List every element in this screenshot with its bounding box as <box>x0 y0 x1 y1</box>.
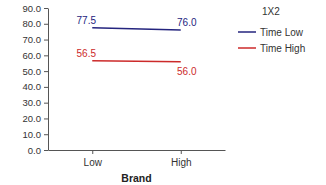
y-tick-label: 10.0 <box>23 129 42 140</box>
legend: 1X2 Time Low Time High <box>238 6 305 54</box>
y-tick-mark <box>44 87 48 88</box>
y-tick-mark <box>44 24 48 25</box>
y-tick-mark <box>44 134 48 135</box>
y-tick: 50.0 <box>23 66 49 77</box>
y-tick-label: 20.0 <box>23 113 42 124</box>
y-tick-mark <box>44 71 48 72</box>
legend-entry: Time Low <box>260 27 304 38</box>
y-tick-label: 30.0 <box>23 97 42 108</box>
x-axis-title: Brand <box>121 172 151 184</box>
y-tick-label: 80.0 <box>23 18 42 29</box>
y-tick-mark <box>44 150 48 151</box>
y-tick: 40.0 <box>23 81 49 92</box>
legend-title: 1X2 <box>262 6 280 17</box>
legend-entry: Time High <box>260 43 305 54</box>
y-tick-label: 90.0 <box>23 3 42 14</box>
y-tick: 80.0 <box>23 18 49 29</box>
series-line <box>92 60 181 62</box>
data-labels: 77.5 76.0 56.5 56.0 <box>77 15 197 77</box>
x-tick-mark <box>92 150 93 154</box>
y-tick-mark <box>44 103 48 104</box>
y-tick-label: 60.0 <box>23 50 42 61</box>
y-tick-label: 70.0 <box>23 34 42 45</box>
series-line <box>92 28 181 30</box>
x-tick: High <box>171 150 192 168</box>
y-tick: 10.0 <box>23 129 49 140</box>
y-tick-label: 50.0 <box>23 66 42 77</box>
y-tick: 70.0 <box>23 34 49 45</box>
x-axis: Low High <box>49 150 226 168</box>
x-tick-label: High <box>171 157 192 168</box>
y-tick: 30.0 <box>23 97 49 108</box>
y-tick-mark <box>44 8 48 9</box>
y-tick: 20.0 <box>23 113 49 124</box>
y-tick-label: 0.0 <box>28 145 41 156</box>
y-tick: 60.0 <box>23 50 49 61</box>
plot-area <box>92 28 181 62</box>
y-tick: 0.0 <box>28 145 48 156</box>
y-tick-mark <box>44 118 48 119</box>
x-tick-mark <box>181 150 182 154</box>
legend-swatch <box>238 47 256 49</box>
y-tick-mark <box>44 40 48 41</box>
y-tick: 90.0 <box>23 3 49 14</box>
data-label: 56.0 <box>177 66 197 77</box>
data-label: 77.5 <box>77 15 97 26</box>
legend-swatch <box>238 31 256 33</box>
x-tick: Low <box>84 150 103 168</box>
chart: 0.0 10.0 20.0 30.0 40.0 50.0 60.0 70.0 80.0 90.0 L… <box>0 0 326 185</box>
y-tick-mark <box>44 55 48 56</box>
y-tick-label: 40.0 <box>23 81 42 92</box>
data-label: 56.5 <box>77 48 97 59</box>
y-axis: 0.0 10.0 20.0 30.0 40.0 50.0 60.0 70.0 80.0 90.0 <box>23 3 49 156</box>
x-tick-label: Low <box>84 157 103 168</box>
data-label: 76.0 <box>177 17 197 28</box>
x-axis-line <box>49 150 226 151</box>
y-axis-line <box>48 9 49 151</box>
